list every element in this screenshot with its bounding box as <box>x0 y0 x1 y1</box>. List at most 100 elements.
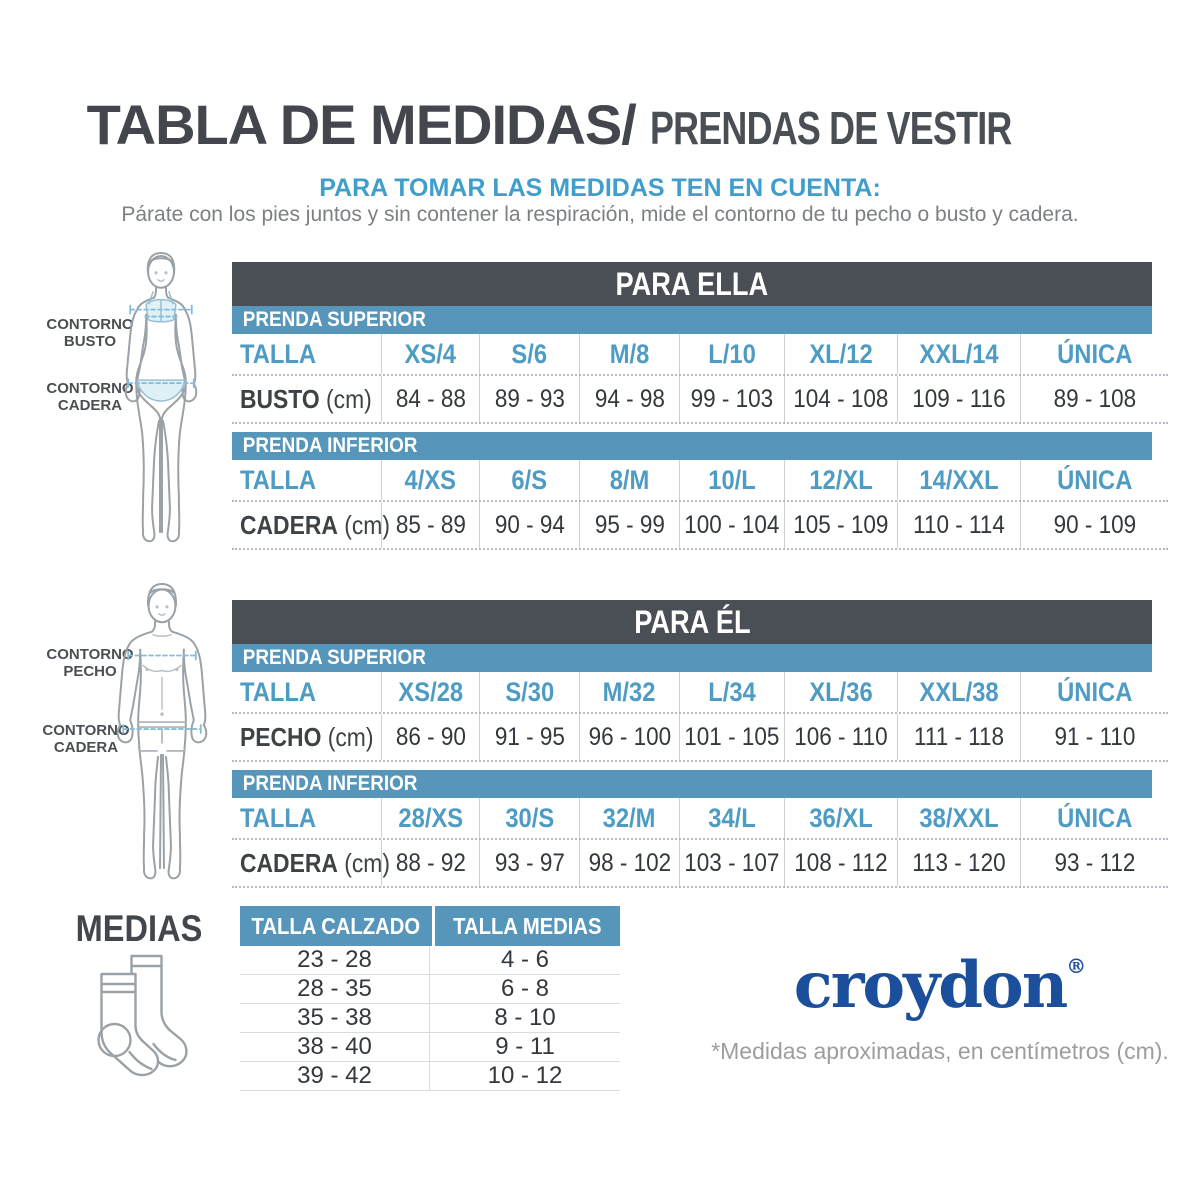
measure-row-label: BUSTO (cm) <box>240 383 372 414</box>
value-cell: 86 - 90 <box>395 722 466 751</box>
value-cell: 89 - 93 <box>494 384 565 413</box>
value-cell: 105 - 109 <box>793 510 889 539</box>
value-cell: 99 - 103 <box>690 384 774 413</box>
ella-prenda-inferior-bar: PRENDA INFERIOR <box>232 432 1152 460</box>
value-cell: 98 - 102 <box>588 848 671 877</box>
size-cell: XS/28 <box>398 676 463 707</box>
size-cell: 10/L <box>708 464 756 495</box>
el-superior-size-row: TALLA XS/28 S/30 M/32 L/34 XL/36 XXL/38 … <box>232 672 1168 714</box>
medias-cell: 8 - 10 <box>430 1004 620 1033</box>
male-chest-label: CONTORNO PECHO <box>46 646 134 681</box>
value-cell: 90 - 94 <box>494 510 565 539</box>
value-cell: 101 - 105 <box>684 722 780 751</box>
page-title-sub: PRENDAS DE VESTIR <box>649 102 1012 154</box>
medias-cell: 6 - 8 <box>430 975 620 1004</box>
page-title-main: TABLA DE MEDIDAS/ <box>86 93 637 156</box>
size-cell: 34/L <box>708 802 756 833</box>
socks-icon <box>97 954 188 1077</box>
size-cell: XS/4 <box>404 338 457 369</box>
measuring-instructions-heading: PARA TOMAR LAS MEDIDAS TEN EN CUENTA: <box>319 174 881 202</box>
calzado-cell: 28 - 35 <box>240 975 430 1004</box>
value-cell: 106 - 110 <box>794 722 888 751</box>
value-cell: 88 - 92 <box>395 848 466 877</box>
medias-cell: 9 - 11 <box>430 1033 620 1062</box>
ella-prenda-superior-bar: PRENDA SUPERIOR <box>232 306 1152 334</box>
size-cell: L/10 <box>708 338 756 369</box>
size-row-label: TALLA <box>240 676 317 707</box>
value-cell: 93 - 97 <box>494 848 565 877</box>
value-cell: 113 - 120 <box>912 848 1006 877</box>
el-prenda-superior-bar: PRENDA SUPERIOR <box>232 644 1152 672</box>
value-cell: 85 - 89 <box>395 510 466 539</box>
brand-logo: croydon® <box>660 948 1200 1023</box>
size-cell: L/34 <box>708 676 756 707</box>
size-cell: 36/XL <box>809 802 873 833</box>
size-cell: 8/M <box>609 464 650 495</box>
value-cell: 104 - 108 <box>793 384 889 413</box>
value-cell: 90 - 109 <box>1053 510 1136 539</box>
value-cell: 91 - 110 <box>1054 722 1135 751</box>
value-cell: 110 - 114 <box>913 510 1005 539</box>
size-cell: 6/S <box>511 464 548 495</box>
size-cell: 28/XS <box>398 802 463 833</box>
value-cell: 108 - 112 <box>794 848 888 877</box>
male-figure-icon <box>116 582 208 880</box>
female-bust-label: CONTORNO BUSTO <box>46 316 134 351</box>
table-para-el: PARA ÉL PRENDA SUPERIOR TALLA XS/28 S/30… <box>232 600 1168 888</box>
el-inferior-size-row: TALLA 28/XS 30/S 32/M 34/L 36/XL 38/XXL … <box>232 798 1168 840</box>
size-cell: 14/XXL <box>919 464 999 495</box>
medias-table: TALLA CALZADO TALLA MEDIAS 23 - 28 4 - 6… <box>240 906 620 1091</box>
value-cell: 93 - 112 <box>1054 848 1135 877</box>
para-el-header: PARA ÉL <box>232 600 1152 644</box>
page-title: TABLA DE MEDIDAS/ PRENDAS DE VESTIR <box>0 92 1200 157</box>
size-cell: XL/12 <box>809 338 873 369</box>
size-cell: ÚNICA <box>1056 802 1133 833</box>
el-cadera-row: CADERA (cm) 88 - 92 93 - 97 98 - 102 103… <box>232 840 1168 888</box>
registered-mark: ® <box>1066 954 1087 978</box>
ella-cadera-row: CADERA (cm) 85 - 89 90 - 94 95 - 99 100 … <box>232 502 1168 550</box>
medias-title: MEDIAS <box>75 908 203 949</box>
value-cell: 89 - 108 <box>1053 384 1136 413</box>
medias-col1-header: TALLA CALZADO <box>251 912 421 939</box>
footnote: *Medidas aproximadas, en centímetros (cm… <box>711 1038 1169 1064</box>
medias-col2-header: TALLA MEDIAS <box>453 912 602 939</box>
size-cell: ÚNICA <box>1056 464 1133 495</box>
male-hip-label: CONTORNO CADERA <box>42 722 130 757</box>
el-pecho-row: PECHO (cm) 86 - 90 91 - 95 96 - 100 101 … <box>232 714 1168 762</box>
value-cell: 109 - 116 <box>912 384 1006 413</box>
size-cell: 30/S <box>505 802 554 833</box>
medias-row: 23 - 28 4 - 6 <box>240 946 620 975</box>
medias-row: 39 - 42 10 - 12 <box>240 1062 620 1091</box>
calzado-cell: 39 - 42 <box>240 1062 430 1091</box>
para-ella-header: PARA ELLA <box>232 262 1152 306</box>
size-row-label: TALLA <box>240 802 317 833</box>
size-cell: M/32 <box>603 676 656 707</box>
calzado-cell: 35 - 38 <box>240 1004 430 1033</box>
size-cell: S/6 <box>511 338 548 369</box>
value-cell: 95 - 99 <box>594 510 665 539</box>
medias-row: 38 - 40 9 - 11 <box>240 1033 620 1062</box>
medias-row: 35 - 38 8 - 10 <box>240 1004 620 1033</box>
value-cell: 91 - 95 <box>494 722 565 751</box>
medias-row: 28 - 35 6 - 8 <box>240 975 620 1004</box>
value-cell: 84 - 88 <box>395 384 466 413</box>
value-cell: 94 - 98 <box>594 384 665 413</box>
ella-busto-row: BUSTO (cm) 84 - 88 89 - 93 94 - 98 99 - … <box>232 376 1168 424</box>
size-cell: 4/XS <box>404 464 457 495</box>
size-row-label: TALLA <box>240 338 317 369</box>
value-cell: 96 - 100 <box>588 722 671 751</box>
ella-superior-size-row: TALLA XS/4 S/6 M/8 L/10 XL/12 XXL/14 ÚNI… <box>232 334 1168 376</box>
measuring-instructions-text: Párate con los pies juntos y sin contene… <box>121 203 1079 226</box>
el-prenda-inferior-bar: PRENDA INFERIOR <box>232 770 1152 798</box>
value-cell: 100 - 104 <box>684 510 780 539</box>
size-cell: S/30 <box>505 676 554 707</box>
female-figure-icon <box>124 251 198 543</box>
size-cell: ÚNICA <box>1056 338 1133 369</box>
calzado-cell: 38 - 40 <box>240 1033 430 1062</box>
female-hip-label: CONTORNO CADERA <box>46 380 134 415</box>
measure-row-label: CADERA (cm) <box>240 847 390 878</box>
size-cell: XL/36 <box>809 676 873 707</box>
calzado-cell: 23 - 28 <box>240 946 430 975</box>
size-cell: XXL/38 <box>919 676 999 707</box>
